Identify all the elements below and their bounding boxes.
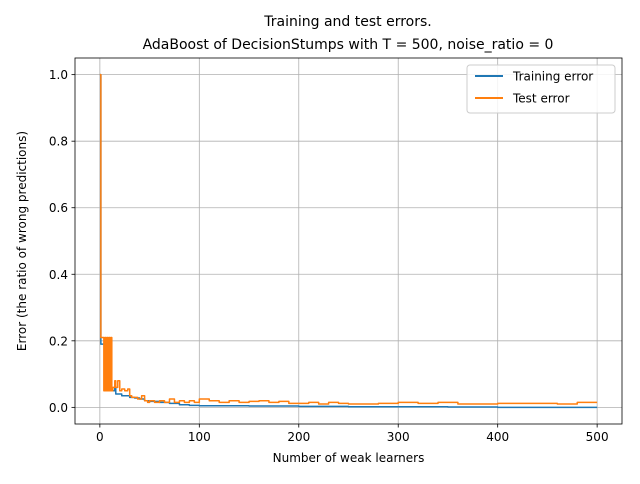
y-tick-label-3: 0.6 <box>49 201 68 215</box>
chart-title-line2: AdaBoost of DecisionStumps with T = 500,… <box>143 37 554 53</box>
series-line-test-error <box>99 73 598 405</box>
x-axis-label: Number of weak learners <box>273 451 425 465</box>
y-axis-label: Error (the ratio of wrong predictions) <box>15 131 29 351</box>
legend-label-test: Test error <box>512 92 570 106</box>
y-tick-label-0: 0.0 <box>49 401 68 415</box>
legend-frame <box>466 64 616 114</box>
y-tick-label-1: 0.2 <box>49 334 68 348</box>
plot-frame <box>74 57 623 425</box>
series-group <box>99 73 598 409</box>
x-tick-label-4: 400 <box>486 430 509 444</box>
chart-title-line1: Training and test errors. <box>263 14 431 30</box>
x-tick-label-0: 0 <box>96 430 104 444</box>
legend-label-training: Training error <box>512 70 593 84</box>
x-tick-label-3: 300 <box>387 430 410 444</box>
x-tick-label-1: 100 <box>188 430 211 444</box>
x-tick-label-5: 500 <box>586 430 609 444</box>
grid <box>75 58 622 424</box>
legend: Training error Test error <box>466 64 616 114</box>
ticks: 0 100 200 300 400 500 0.0 0.2 0.4 0.6 0.8 1.0 <box>49 68 609 444</box>
series-line-training-error <box>99 73 598 409</box>
x-tick-label-2: 200 <box>287 430 310 444</box>
y-tick-label-5: 1.0 <box>49 68 68 82</box>
y-tick-label-2: 0.4 <box>49 268 68 282</box>
y-tick-label-4: 0.8 <box>49 135 68 149</box>
